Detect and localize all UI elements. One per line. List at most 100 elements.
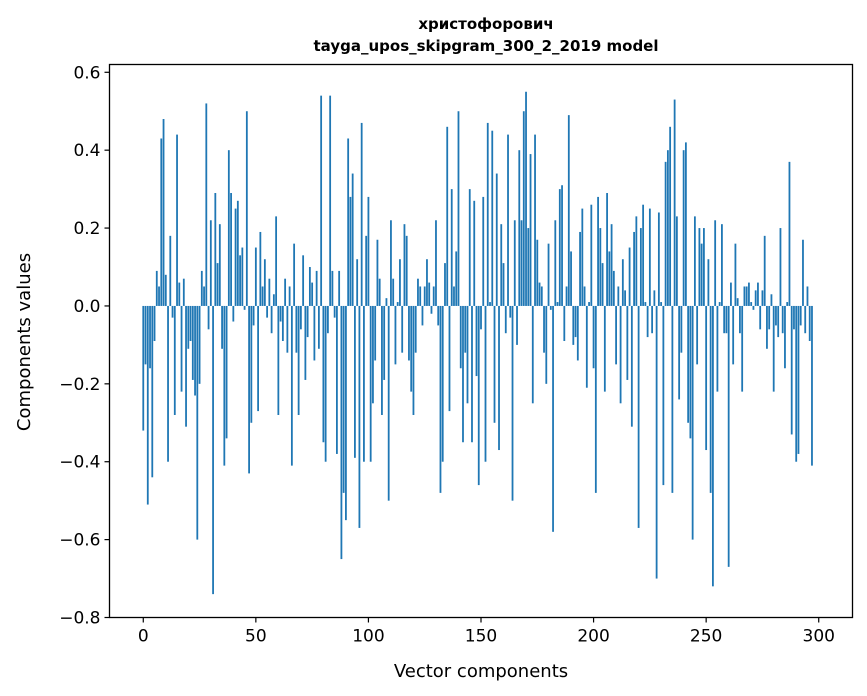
bar-128 <box>430 305 433 314</box>
bar-249 <box>703 228 705 306</box>
bar-223 <box>644 302 647 306</box>
bar-129 <box>432 286 435 306</box>
bar-221 <box>639 228 642 306</box>
bar-215 <box>626 305 629 380</box>
bar-149 <box>477 305 480 486</box>
x-tick-label: 0 <box>138 627 149 647</box>
bar-186 <box>561 185 563 306</box>
bar-203 <box>599 228 602 306</box>
x-axis-label: Vector components <box>394 661 568 682</box>
bar-181 <box>549 305 552 310</box>
bar-275 <box>761 290 764 306</box>
bar-109 <box>387 305 390 501</box>
bar-47 <box>248 305 250 474</box>
bar-234 <box>669 126 672 306</box>
bar-193 <box>576 305 579 361</box>
bar-60 <box>277 305 280 415</box>
x-tick-label: 200 <box>577 627 609 647</box>
bar-37 <box>225 305 228 439</box>
bar-292 <box>799 305 802 326</box>
bar-125 <box>423 286 426 306</box>
bar-85 <box>333 305 336 318</box>
bar-124 <box>421 305 424 326</box>
bar-112 <box>394 305 397 365</box>
bar-288 <box>790 305 793 435</box>
bar-167 <box>518 150 521 306</box>
bar-206 <box>606 193 608 306</box>
y-tick-label: 0.0 <box>73 297 100 317</box>
bar-9 <box>162 119 165 306</box>
bar-284 <box>781 305 784 334</box>
bar-211 <box>617 286 620 306</box>
bar-12 <box>169 235 172 306</box>
bar-35 <box>221 305 223 349</box>
bar-274 <box>759 305 762 330</box>
bar-53 <box>261 286 264 306</box>
bar-134 <box>444 263 446 306</box>
bar-14 <box>173 305 176 415</box>
bar-110 <box>390 220 392 306</box>
bar-114 <box>399 259 401 306</box>
bar-141 <box>459 305 462 369</box>
bar-244 <box>691 305 694 540</box>
bar-182 <box>552 305 554 532</box>
bar-197 <box>585 305 588 388</box>
bar-264 <box>736 298 739 306</box>
bar-70 <box>299 305 302 330</box>
bar-40 <box>232 305 235 322</box>
bar-56 <box>268 278 271 306</box>
bar-8 <box>160 138 163 306</box>
bar-187 <box>563 305 566 341</box>
bar-219 <box>635 216 638 306</box>
bar-158 <box>498 305 500 451</box>
bar-240 <box>682 150 685 306</box>
bar-154 <box>489 302 491 306</box>
bar-96 <box>358 305 361 528</box>
bar-57 <box>270 305 273 334</box>
bar-64 <box>286 305 289 353</box>
bar-165 <box>513 220 516 306</box>
bar-23 <box>194 305 196 396</box>
bar-237 <box>675 216 678 306</box>
bar-255 <box>716 305 719 392</box>
bar-41 <box>234 208 237 306</box>
bar-285 <box>784 305 786 369</box>
bar-126 <box>426 259 428 306</box>
bar-36 <box>223 305 226 466</box>
bar-228 <box>655 305 658 579</box>
bar-75 <box>311 282 314 306</box>
bar-184 <box>556 302 559 306</box>
bar-92 <box>349 196 352 306</box>
bar-130 <box>435 220 437 306</box>
bar-38 <box>227 150 230 306</box>
bar-77 <box>315 270 318 306</box>
bar-222 <box>642 204 645 306</box>
bar-213 <box>621 259 624 306</box>
bar-156 <box>493 305 496 423</box>
bar-145 <box>468 189 471 306</box>
chart-title-line-1: христофорович <box>418 15 553 33</box>
bar-19 <box>185 305 187 427</box>
bar-62 <box>281 305 284 341</box>
bar-81 <box>324 305 327 462</box>
bar-107 <box>383 305 386 380</box>
bar-252 <box>709 305 712 493</box>
bar-20 <box>187 305 190 349</box>
bar-102 <box>372 305 374 404</box>
bar-58 <box>272 294 275 306</box>
bar-236 <box>673 99 676 306</box>
bar-185 <box>558 189 561 306</box>
bar-50 <box>254 247 257 306</box>
bar-87 <box>338 270 341 306</box>
bar-66 <box>290 305 293 466</box>
bar-99 <box>365 235 368 306</box>
bar-2 <box>146 305 149 505</box>
bar-71 <box>302 255 305 306</box>
y-tick-label: 0.4 <box>73 141 100 161</box>
bar-169 <box>522 111 525 306</box>
bar-133 <box>441 305 444 462</box>
bar-79 <box>320 95 323 306</box>
bar-229 <box>657 212 660 306</box>
bar-265 <box>739 305 741 334</box>
bar-257 <box>721 224 723 306</box>
